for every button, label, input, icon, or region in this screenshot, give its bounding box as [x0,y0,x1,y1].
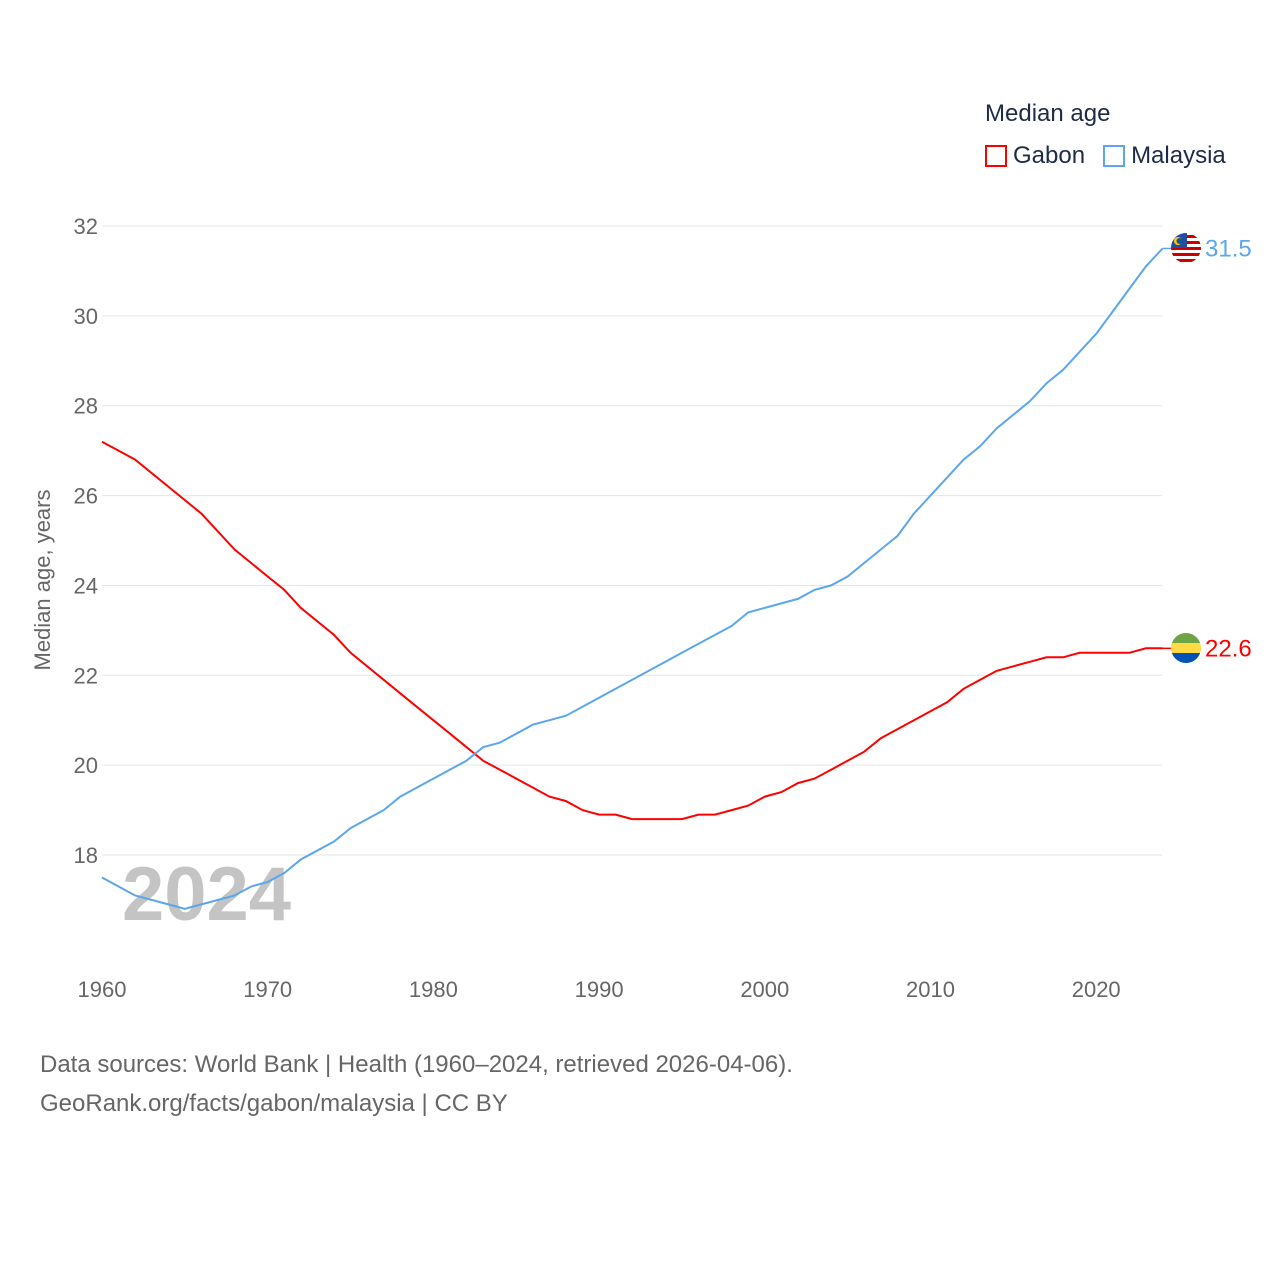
x-tick-label: 2010 [906,977,955,1002]
x-tick-label: 1970 [243,977,292,1002]
end-value-label-malaysia: 31.5 [1205,235,1252,262]
legend-label-malaysia: Malaysia [1131,142,1226,169]
legend-swatch-malaysia [1103,145,1126,167]
y-tick-label: 30 [74,304,98,329]
end-value-label-gabon: 22.6 [1205,635,1252,662]
x-tick-label: 1960 [78,977,127,1002]
source-line-1: Data sources: World Bank | Health (1960–… [40,1051,793,1078]
legend-item-malaysia[interactable]: Malaysia [1103,142,1226,170]
y-tick-label: 24 [74,573,98,598]
y-tick-label: 20 [74,753,98,778]
legend: Gabon Malaysia [985,142,1226,170]
y-tick-label: 28 [74,394,98,419]
source-line-2[interactable]: GeoRank.org/facts/gabon/malaysia | CC BY [40,1090,508,1117]
gabon-flag-icon [1171,633,1201,663]
y-tick-label: 32 [74,214,98,239]
legend-item-gabon[interactable]: Gabon [985,142,1085,170]
legend-label-gabon: Gabon [1013,142,1086,169]
y-tick-label: 26 [74,484,98,509]
x-tick-label: 1990 [575,977,624,1002]
x-tick-label: 1980 [409,977,458,1002]
malaysia-flag-icon [1171,233,1201,263]
series-line-malaysia[interactable] [101,247,1164,910]
legend-swatch-gabon [985,145,1007,167]
y-axis-title: Median age, years [30,490,55,671]
series-line-gabon[interactable] [101,440,1163,821]
year-watermark: 2024 [122,852,291,937]
y-tick-label: 22 [74,663,98,688]
x-tick-label: 2020 [1072,977,1121,1002]
y-tick-label: 18 [74,843,98,868]
legend-title: Median age [985,100,1111,127]
x-tick-label: 2000 [740,977,789,1002]
source-note: Data sources: World Bank | Health (1960–… [40,1045,793,1123]
